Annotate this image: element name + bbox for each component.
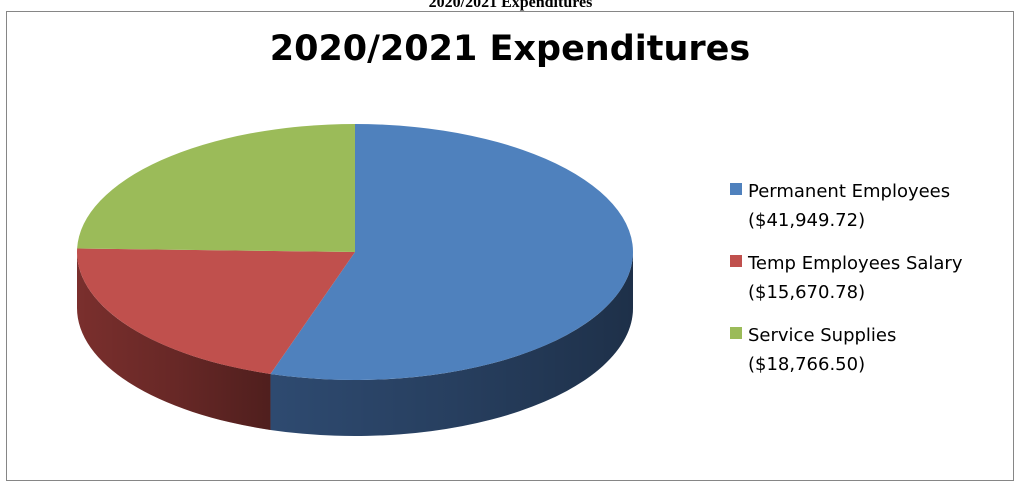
pie-slice-permanent-employees	[270, 124, 633, 380]
legend-text: Temp Employees Salary ($15,670.78)	[748, 249, 962, 307]
pie-slice-service-supplies	[77, 124, 355, 252]
legend-label: Temp Employees Salary	[748, 253, 963, 274]
pie-depth-group	[77, 252, 633, 436]
legend-swatch-permanent-employees	[730, 183, 742, 195]
legend-label: Permanent Employees	[748, 181, 951, 202]
legend-swatch-temp-employees-salary	[730, 255, 742, 267]
pie-slice-temp-employees-salary	[77, 248, 356, 374]
chart-title: 2020/2021 Expenditures	[269, 29, 751, 69]
chart-area: 2020/2021 Expenditures Permanent Employe…	[6, 11, 1014, 481]
legend-text: Service Supplies ($18,766.50)	[748, 321, 896, 379]
legend-label: Service Supplies	[748, 325, 897, 346]
legend-amount: ($18,766.50)	[748, 354, 866, 375]
legend-amount: ($15,670.78)	[748, 282, 866, 303]
legend-amount: ($41,949.72)	[748, 210, 866, 231]
pie-side-shade-permanent-employees	[270, 252, 633, 436]
pie-slices-group	[77, 124, 633, 380]
legend-swatch-service-supplies	[730, 327, 742, 339]
page-caption: 2020/2021 Expenditures	[428, 0, 593, 11]
pie-side-shade-temp-employees-salary	[77, 252, 271, 430]
legend-text: Permanent Employees ($41,949.72)	[748, 177, 950, 235]
pie-chart	[77, 124, 633, 436]
